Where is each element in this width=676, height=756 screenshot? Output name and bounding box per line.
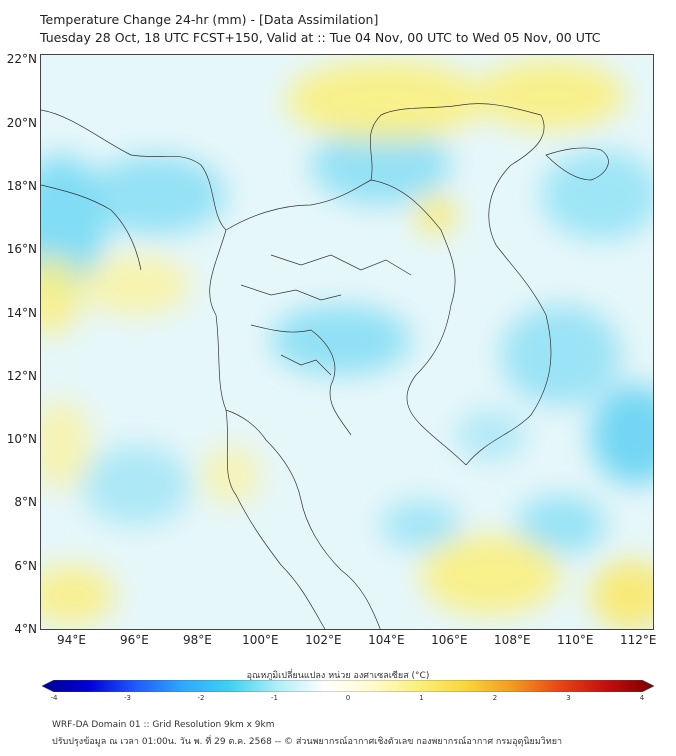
lon-tick-label: 96°E [120, 633, 149, 647]
lat-tick-label: 8°N [14, 495, 37, 510]
country-boundaries [41, 103, 609, 629]
lat-tick-label: 10°N [6, 432, 37, 447]
footer-credit: ปรับปรุงข้อมูล ณ เวลา 01:00น. วัน พ. ที่… [52, 737, 563, 747]
lon-tick-label: 106°E [431, 633, 468, 647]
lat-tick-label: 16°N [6, 242, 37, 257]
lon-tick-label: 98°E [182, 633, 212, 647]
map-panel [40, 54, 654, 630]
map-title: Temperature Change 24-hr (mm) - [Data As… [40, 12, 379, 27]
colorbar-tick-label: 2 [492, 694, 498, 702]
temperature-change-field [41, 55, 653, 629]
colorbar-tick-label: 3 [566, 694, 571, 702]
lon-tick-label: 100°E [242, 633, 279, 647]
lon-tick-label: 104°E [368, 633, 405, 647]
lat-tick-label: 4°N [14, 622, 37, 636]
lon-tick-label: 112°E [620, 633, 657, 647]
map-subtitle: Tuesday 28 Oct, 18 UTC FCST+150, Valid a… [40, 30, 601, 45]
colorbar-tick-label: -4 [50, 694, 58, 702]
colorbar-tick-label: -2 [197, 694, 205, 702]
footer-domain-info: WRF-DA Domain 01 :: Grid Resolution 9km … [52, 720, 275, 730]
lon-tick-label: 94°E [57, 633, 86, 647]
lat-tick-label: 18°N [6, 178, 37, 193]
lat-tick-label: 6°N [14, 558, 37, 573]
lat-tick-label: 20°N [6, 115, 37, 130]
lon-tick-label: 108°E [494, 633, 531, 647]
colorbar [42, 680, 654, 692]
colorbar-tick-label: 1 [419, 694, 424, 702]
colorbar-title: อุณหภูมิเปลี่ยนแปลง หน่วย องศาเซลเซียส (… [246, 671, 430, 681]
lon-tick-label: 102°E [305, 633, 342, 647]
lat-tick-label: 14°N [6, 305, 37, 320]
field-shading [41, 60, 653, 629]
colorbar-tick-label: 0 [345, 694, 351, 702]
colorbar-tick-label: 4 [639, 694, 645, 702]
colorbar-tick-label: -3 [124, 694, 131, 702]
colorbar-tick-label: -1 [271, 694, 278, 702]
lat-tick-label: 22°N [6, 52, 37, 67]
lat-tick-label: 12°N [6, 368, 37, 383]
lon-tick-label: 110°E [557, 633, 594, 647]
